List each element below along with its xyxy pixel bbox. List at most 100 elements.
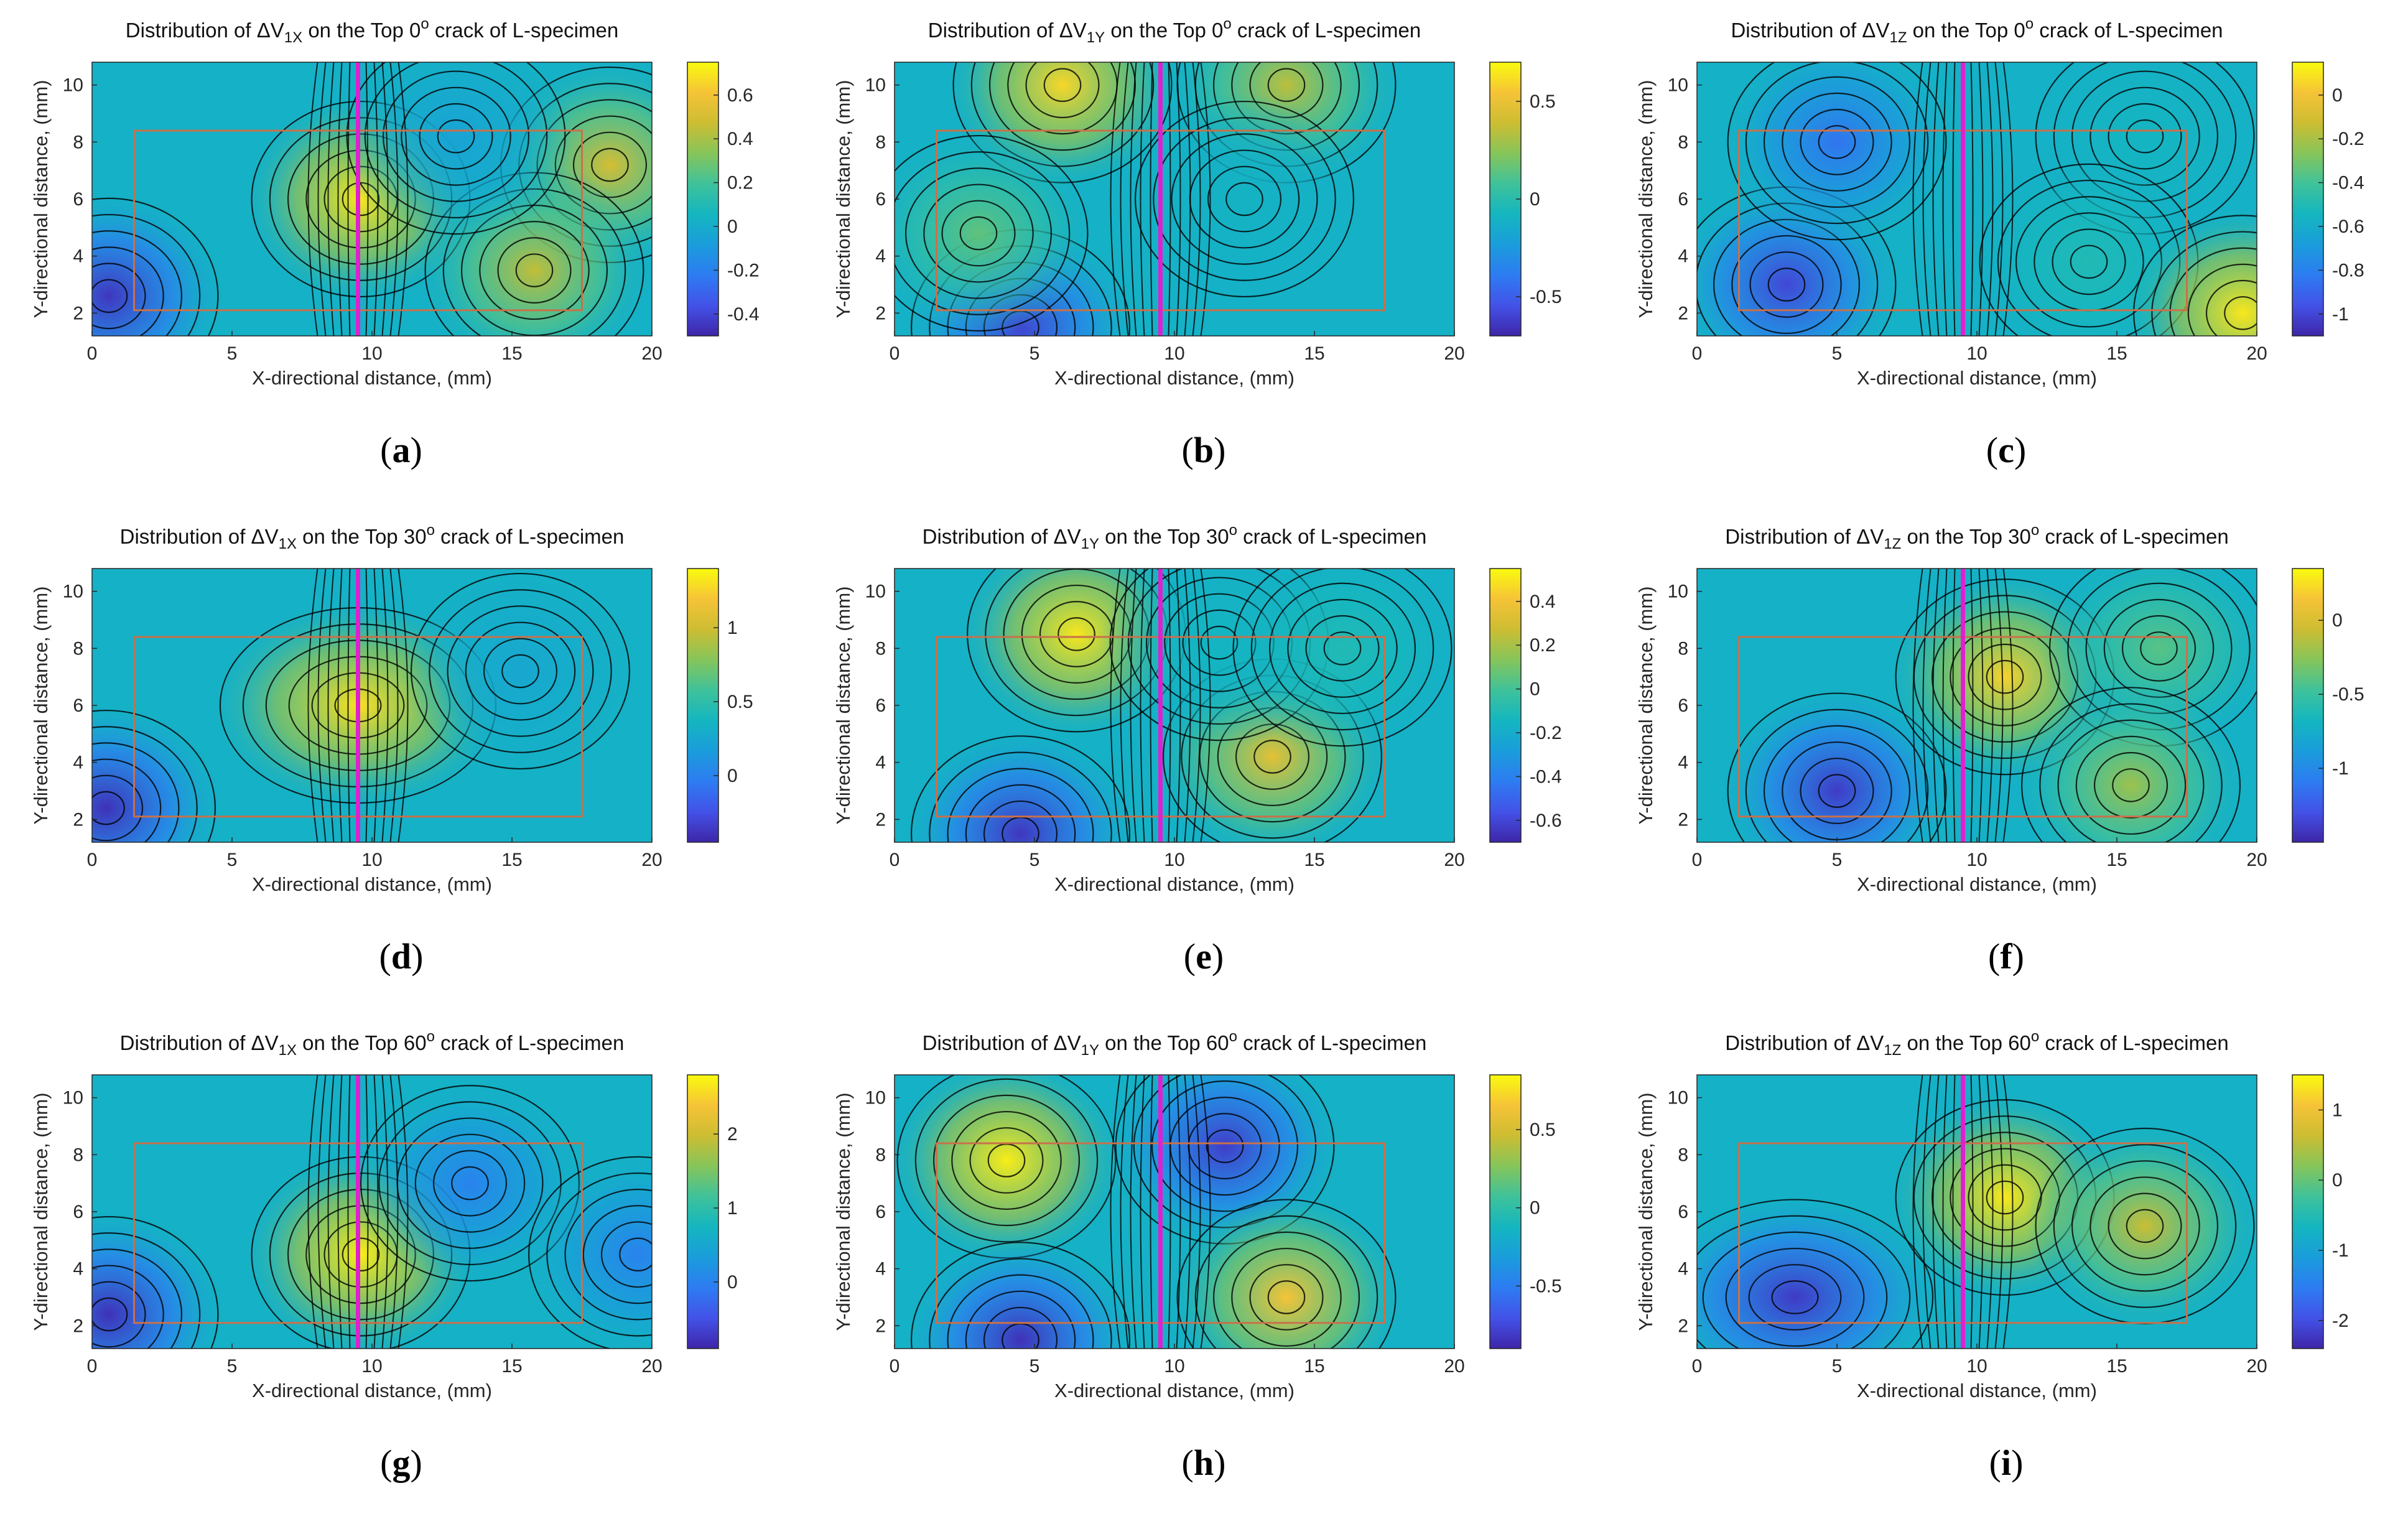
title-delta: ΔV <box>1054 1031 1081 1054</box>
title-deg: o <box>2031 1028 2039 1045</box>
y-tick-label: 2 <box>1678 809 1688 830</box>
y-tick-label: 2 <box>875 1316 886 1336</box>
title-sub: 1Y <box>1087 29 1105 46</box>
title-angle: 0 <box>1212 19 1223 42</box>
contour-line <box>1232 569 1453 747</box>
title-angle: 0 <box>2014 19 2025 42</box>
x-axis-label: X-directional distance, (mm) <box>1857 367 2097 389</box>
contour-line <box>411 572 630 770</box>
contour-field <box>92 569 652 842</box>
contour-line <box>397 1075 409 1349</box>
contour-line <box>1120 62 1129 336</box>
contour-line <box>546 1172 652 1337</box>
contour-line <box>1200 1075 1211 1349</box>
x-tick-label: 15 <box>1304 850 1324 870</box>
caption-letter: b <box>1193 430 1214 470</box>
contour-line <box>437 119 475 154</box>
panel-caption: (e) <box>1183 936 1224 977</box>
contour-line <box>2090 1176 2200 1276</box>
title-pre: Distribution of <box>120 525 251 548</box>
panel-caption: (a) <box>380 430 422 470</box>
title-post: crack of L-specimen <box>2039 1031 2228 1054</box>
y-tick-label: 10 <box>1668 75 1688 96</box>
x-tick-label: 0 <box>1692 343 1703 364</box>
x-tick-label: 0 <box>1692 1356 1703 1377</box>
contour-line <box>1231 1247 1342 1347</box>
y-tick-label: 6 <box>1678 1202 1688 1222</box>
contour-line <box>1697 1215 1911 1349</box>
title-mid: on the Top <box>1907 19 2014 42</box>
title-sub: 1Z <box>1884 1042 1901 1059</box>
x-tick-label: 15 <box>2106 850 2127 870</box>
contour-line <box>983 1306 1058 1349</box>
contour-line <box>307 62 318 336</box>
colorbar <box>2292 62 2324 337</box>
contour-line <box>1782 92 1892 192</box>
field-extremum-4 <box>2124 207 2257 336</box>
contour-line <box>483 638 558 705</box>
x-tick-label: 0 <box>87 1356 98 1377</box>
contour-line <box>382 70 530 202</box>
title-mid: on the Top <box>1099 525 1206 548</box>
x-tick-label: 20 <box>2246 1356 2267 1377</box>
contour-line <box>397 62 409 336</box>
colorbar-tick-label: 1 <box>727 618 738 638</box>
caption-letter: h <box>1193 1442 1214 1483</box>
contour-line <box>1748 1264 1842 1331</box>
contour-line <box>2002 62 2014 336</box>
title-deg: o <box>1223 16 1231 32</box>
x-axis-label: X-directional distance, (mm) <box>252 367 492 389</box>
colorbar-tick-label: 0.5 <box>727 692 753 712</box>
contour-line <box>347 62 351 336</box>
title-delta: ΔV <box>1862 19 1889 42</box>
panel-d: Distribution of ΔV1X on the Top 30o crac… <box>0 506 802 1013</box>
contour-line <box>1249 1264 1324 1331</box>
y-axis-label: Y-directional distance, (mm) <box>1635 80 1657 318</box>
y-tick-label: 6 <box>73 189 83 210</box>
caption-letter: g <box>392 1442 411 1483</box>
y-tick-label: 10 <box>865 582 886 602</box>
panel-b: Distribution of ΔV1Y on the Top 0o crack… <box>802 0 1605 506</box>
contour-line <box>2169 247 2257 336</box>
panel-caption: (b) <box>1181 430 1226 470</box>
title-angle: 30 <box>1206 525 1229 548</box>
panel-f: Distribution of ΔV1Z on the Top 30o crac… <box>1605 506 2407 1013</box>
contour-line <box>582 1205 652 1304</box>
title-sub: 1Z <box>1889 29 1907 46</box>
field-extremum-0 <box>92 190 227 336</box>
colorbar-tick-label: 1 <box>727 1198 738 1219</box>
contour-line <box>1912 62 1923 336</box>
title-angle: 0 <box>409 19 421 42</box>
title-delta: ΔV <box>1856 1031 1884 1054</box>
contour-line <box>327 569 335 842</box>
contour-line <box>1200 62 1211 336</box>
colorbar-tick-label: 0.2 <box>727 173 753 193</box>
field-extremum-0 <box>895 1075 1125 1266</box>
contour-line <box>389 62 399 336</box>
colorbar-tick-label: 0.5 <box>1530 91 1556 112</box>
x-tick-label: 0 <box>890 1356 900 1377</box>
chart-svg-d: Distribution of ΔV1X on the Top 30o crac… <box>30 522 753 895</box>
contour-line <box>1130 62 1137 336</box>
contour-line <box>429 589 612 753</box>
chart-title: Distribution of ΔV1Y on the Top 30o crac… <box>923 522 1427 552</box>
title-post: crack of L-specimen <box>1237 525 1426 548</box>
contour-line <box>307 569 318 842</box>
contour-line <box>932 1094 1081 1227</box>
title-sub: 1Z <box>1884 536 1901 552</box>
contour-line <box>1168 569 1171 842</box>
contour-field <box>92 62 652 336</box>
contour-line <box>600 1221 652 1288</box>
contour-line <box>1184 1075 1191 1349</box>
title-mid: on the Top <box>1901 525 2008 548</box>
x-tick-label: 15 <box>501 343 522 364</box>
contour-line <box>365 1075 369 1349</box>
y-tick-label: 4 <box>1678 246 1688 267</box>
title-pre: Distribution of <box>1731 19 1862 42</box>
contour-line <box>92 1297 128 1332</box>
caption-letter: a <box>392 430 411 470</box>
contour-line <box>92 758 162 842</box>
contour-line <box>564 1189 652 1321</box>
contour-line <box>2039 703 2223 842</box>
contour-line <box>1043 68 1082 102</box>
